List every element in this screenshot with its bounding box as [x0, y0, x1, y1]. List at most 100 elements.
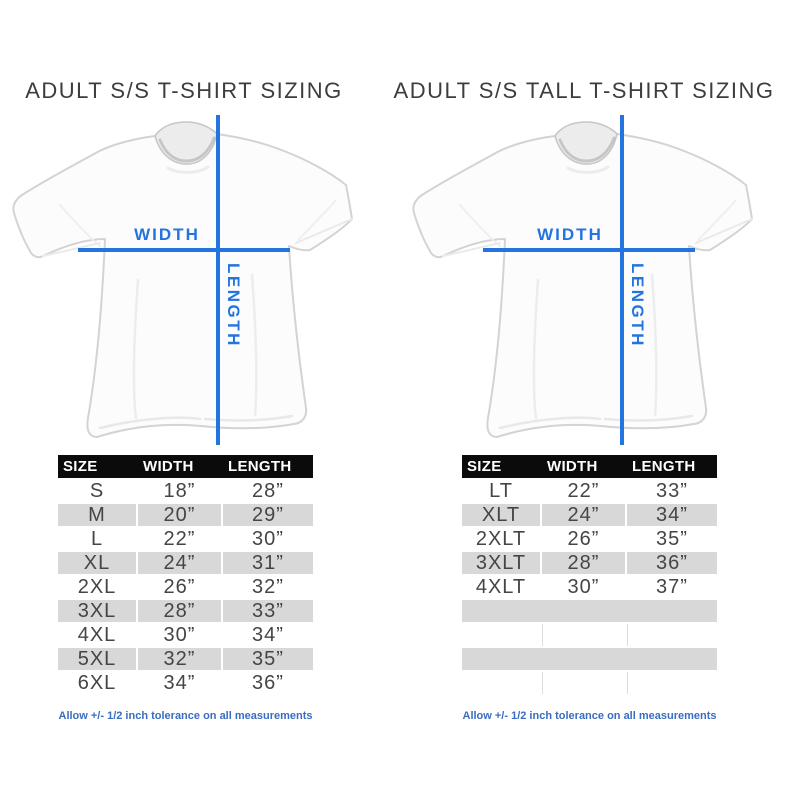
size-cell: 28”: [223, 480, 313, 502]
column-header: LENGTH: [228, 458, 292, 475]
size-cell: 30”: [223, 528, 313, 550]
size-row: 2XL 26” 32”: [58, 576, 313, 598]
size-row: 5XL 32” 35”: [58, 648, 313, 670]
size-cell: 22”: [138, 528, 221, 550]
size-cell: 2XL: [58, 576, 136, 598]
page-title: ADULT S/S TALL T-SHIRT SIZING: [393, 78, 775, 103]
size-cell: 20”: [138, 504, 221, 526]
size-row: XLT 24” 34”: [462, 504, 717, 526]
size-cell: 33”: [223, 600, 313, 622]
tshirt-illustration: [411, 120, 754, 439]
size-cell: 30”: [542, 576, 625, 598]
length-label: LENGTH: [224, 263, 243, 348]
size-row: M 20” 29”: [58, 504, 313, 526]
size-table: SIZE WIDTH LENGTH S 18” 28” M 20” 29” L 22” 30” XL 24…: [58, 455, 313, 722]
size-cell: 28”: [542, 552, 625, 574]
size-cell: [542, 600, 625, 622]
size-cell: [627, 624, 717, 646]
size-cell: L: [58, 528, 136, 550]
empty-row: [462, 600, 717, 622]
size-table: SIZE WIDTH LENGTH LT 22” 33” XLT 24” 34” 2XLT 26” 3…: [462, 455, 717, 722]
size-cell: 3XLT: [462, 552, 540, 574]
size-cell: 34”: [627, 504, 717, 526]
size-row: 4XL 30” 34”: [58, 624, 313, 646]
panel-regular-sizing: ADULT S/S T-SHIRT SIZING WIDTH LENGTH SI…: [0, 78, 400, 722]
size-cell: [462, 648, 540, 670]
size-cell: 26”: [542, 528, 625, 550]
size-cell: 2XLT: [462, 528, 540, 550]
size-cell: XLT: [462, 504, 540, 526]
size-cell: [462, 672, 540, 694]
size-cell: 4XLT: [462, 576, 540, 598]
size-cell: 4XL: [58, 624, 136, 646]
size-row: 3XLT 28” 36”: [462, 552, 717, 574]
empty-row: [462, 648, 717, 670]
size-cell: 36”: [223, 672, 313, 694]
width-label: WIDTH: [537, 225, 603, 244]
size-cell: S: [58, 480, 136, 502]
table-header-row: SIZE WIDTH LENGTH: [58, 455, 313, 478]
size-cell: 31”: [223, 552, 313, 574]
size-row: 4XLT 30” 37”: [462, 576, 717, 598]
length-label: LENGTH: [628, 263, 647, 348]
size-table-body: SIZE WIDTH LENGTH LT 22” 33” XLT 24” 34” 2XLT 26” 3…: [462, 455, 717, 694]
column-header: LENGTH: [632, 458, 696, 475]
panel-tall-sizing: ADULT S/S TALL T-SHIRT SIZING WIDTH LENG…: [394, 0, 800, 800]
size-table-body: SIZE WIDTH LENGTH S 18” 28” M 20” 29” L 22” 30” XL 24…: [58, 455, 313, 694]
size-cell: [627, 600, 717, 622]
width-label: WIDTH: [134, 225, 200, 244]
page-title: ADULT S/S T-SHIRT SIZING: [25, 78, 343, 103]
width-measure-line: [483, 248, 695, 252]
size-row: L 22” 30”: [58, 528, 313, 550]
size-cell: 35”: [223, 648, 313, 670]
column-header: SIZE: [63, 458, 98, 475]
size-cell: [627, 672, 717, 694]
tshirt-illustration: [11, 120, 354, 439]
size-cell: 35”: [627, 528, 717, 550]
size-cell: 33”: [627, 480, 717, 502]
size-cell: 32”: [223, 576, 313, 598]
size-row: XL 24” 31”: [58, 552, 313, 574]
size-cell: 26”: [138, 576, 221, 598]
size-cell: 24”: [138, 552, 221, 574]
size-cell: 24”: [542, 504, 625, 526]
tolerance-note: Allow +/- 1/2 inch tolerance on all meas…: [462, 710, 717, 722]
size-cell: LT: [462, 480, 540, 502]
size-row: 6XL 34” 36”: [58, 672, 313, 694]
size-row: 3XL 28” 33”: [58, 600, 313, 622]
table-header-row: SIZE WIDTH LENGTH: [462, 455, 717, 478]
size-cell: M: [58, 504, 136, 526]
size-row: 2XLT 26” 35”: [462, 528, 717, 550]
column-header: WIDTH: [547, 458, 598, 475]
size-cell: 36”: [627, 552, 717, 574]
size-cell: 28”: [138, 600, 221, 622]
size-cell: [462, 624, 540, 646]
tolerance-note: Allow +/- 1/2 inch tolerance on all meas…: [58, 710, 313, 722]
size-cell: [627, 648, 717, 670]
size-cell: 30”: [138, 624, 221, 646]
size-cell: [462, 600, 540, 622]
size-diagram: WIDTH LENGTH: [400, 110, 800, 450]
column-header: SIZE: [467, 458, 502, 475]
length-measure-line: [620, 115, 624, 445]
size-cell: 5XL: [58, 648, 136, 670]
size-cell: [542, 672, 625, 694]
column-header: WIDTH: [143, 458, 194, 475]
size-row: S 18” 28”: [58, 480, 313, 502]
size-cell: [542, 648, 625, 670]
size-diagram: WIDTH LENGTH: [0, 110, 400, 450]
length-measure-line: [216, 115, 220, 445]
size-cell: 6XL: [58, 672, 136, 694]
size-row: LT 22” 33”: [462, 480, 717, 502]
size-cell: 18”: [138, 480, 221, 502]
size-cell: 22”: [542, 480, 625, 502]
size-cell: [542, 624, 625, 646]
size-cell: 32”: [138, 648, 221, 670]
size-cell: 37”: [627, 576, 717, 598]
size-cell: 34”: [223, 624, 313, 646]
size-cell: XL: [58, 552, 136, 574]
empty-row: [462, 672, 717, 694]
size-cell: 3XL: [58, 600, 136, 622]
width-measure-line: [78, 248, 290, 252]
empty-row: [462, 624, 717, 646]
